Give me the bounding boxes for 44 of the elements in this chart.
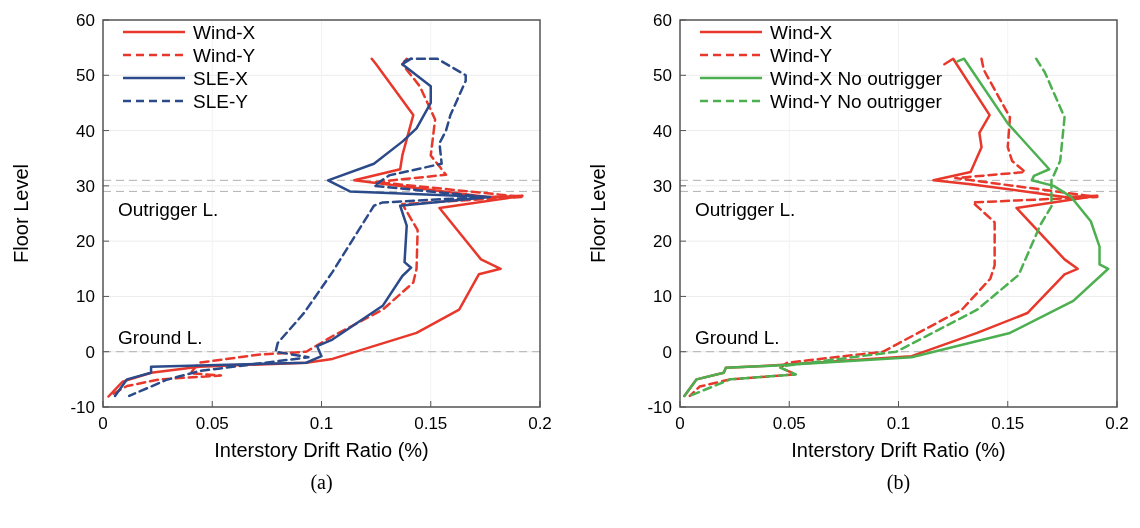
legend-label: Wind-X No outrigger <box>770 67 943 89</box>
x-tick-label: 0.1 <box>309 414 334 433</box>
y-axis-title: Floor Level <box>587 164 609 263</box>
x-tick-label: 0.1 <box>886 414 911 433</box>
y-tick-label: 0 <box>85 342 95 362</box>
text: (b) <box>886 471 911 494</box>
x-tick-label: 0.15 <box>414 414 448 433</box>
x-tick-label: 0.05 <box>772 414 806 433</box>
x-tick-label: 0.2 <box>528 414 552 433</box>
annotation: Outrigger L. <box>695 198 796 220</box>
x-tick-label: 0.05 <box>195 414 229 433</box>
annotation: Outrigger L. <box>118 198 219 220</box>
legend-label: Wind-Y <box>770 44 833 66</box>
y-tick-label: 50 <box>653 66 672 86</box>
legend-label: Wind-X <box>770 21 833 43</box>
y-tick-label: 20 <box>653 232 672 252</box>
text: (a) <box>310 471 333 494</box>
legend-label: SLE-Y <box>193 90 249 112</box>
y-tick-label: 40 <box>76 121 95 141</box>
legend-label: SLE-X <box>193 67 249 89</box>
legend-label: Wind-X <box>193 21 256 43</box>
annotation: Ground L. <box>118 326 203 348</box>
y-tick-label: 30 <box>653 176 672 196</box>
x-tick-label: 0 <box>675 414 685 433</box>
y-axis-title: Floor Level <box>10 164 32 263</box>
y-tick-label: 30 <box>76 176 95 196</box>
y-tick-label: 0 <box>662 342 672 362</box>
x-tick-label: 0 <box>98 414 108 433</box>
legend-label: Wind-Y No outrigger <box>770 90 943 112</box>
y-tick-label: -10 <box>70 397 95 417</box>
y-tick-label: 10 <box>653 287 672 307</box>
y-tick-label: 10 <box>76 287 95 307</box>
y-tick-label: 50 <box>76 66 95 86</box>
y-tick-label: 20 <box>76 232 95 252</box>
y-tick-label: 60 <box>76 10 95 30</box>
y-tick-label: 60 <box>653 10 672 30</box>
y-tick-label: -10 <box>647 397 672 417</box>
legend-label: Wind-Y <box>193 44 256 66</box>
x-tick-label: 0.2 <box>1105 414 1129 433</box>
x-axis-title: Interstory Drift Ratio (%) <box>791 439 1006 461</box>
x-axis-title: Interstory Drift Ratio (%) <box>214 439 429 461</box>
x-tick-label: 0.15 <box>991 414 1025 433</box>
y-tick-label: 40 <box>653 121 672 141</box>
annotation: Ground L. <box>695 326 780 348</box>
